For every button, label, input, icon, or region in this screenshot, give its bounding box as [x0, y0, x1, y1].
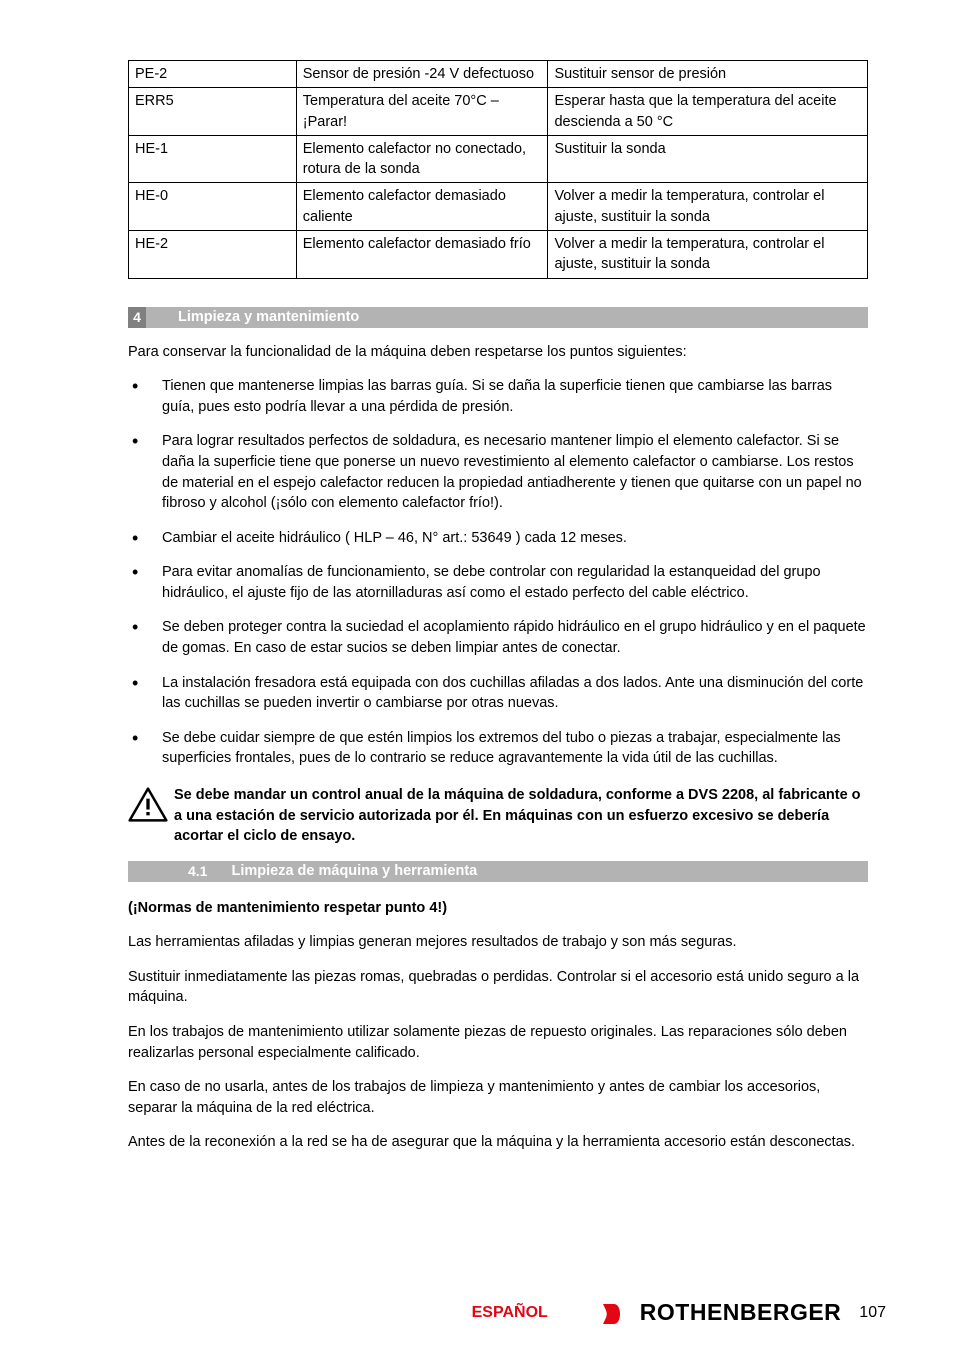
footer-language: ESPAÑOL [472, 1304, 548, 1322]
err-desc: Sensor de presión -24 V defectuoso [296, 61, 548, 88]
list-item: La instalación fresadora está equipada c… [128, 673, 868, 714]
section-title: Limpieza y mantenimiento [146, 309, 359, 325]
err-action: Volver a medir la temperatura, controlar… [548, 183, 868, 231]
warning-text: Se debe mandar un control anual de la má… [174, 785, 868, 847]
table-row: HE-0 Elemento calefactor demasiado calie… [129, 183, 868, 231]
warning-block: Se debe mandar un control anual de la má… [128, 785, 868, 847]
brand-logo [600, 1300, 626, 1326]
section-4-header: 4 Limpieza y mantenimiento [128, 307, 868, 328]
err-action: Sustituir la sonda [548, 135, 868, 183]
section-4-bullets: Tienen que mantenerse limpias las barras… [128, 376, 868, 769]
para-41: Antes de la reconexión a la red se ha de… [128, 1132, 868, 1153]
list-item: Se debe cuidar siempre de que estén limp… [128, 728, 868, 769]
table-row: ERR5 Temperatura del aceite 70°C – ¡Para… [129, 88, 868, 136]
err-desc: Elemento calefactor demasiado caliente [296, 183, 548, 231]
section-4-intro: Para conservar la funcionalidad de la má… [128, 342, 868, 363]
section-num: 4.1 [128, 863, 207, 879]
para-41: Sustituir inmediatamente las piezas roma… [128, 967, 868, 1008]
err-code: HE-2 [129, 231, 297, 279]
list-item: Tienen que mantenerse limpias las barras… [128, 376, 868, 417]
err-action: Volver a medir la temperatura, controlar… [548, 231, 868, 279]
section-4-1-header: 4.1 Limpieza de máquina y herramienta [128, 861, 868, 882]
list-item: Para lograr resultados perfectos de sold… [128, 431, 868, 513]
brand-name: ROTHENBERGER [640, 1299, 842, 1326]
error-table: PE-2 Sensor de presión -24 V defectuoso … [128, 60, 868, 279]
list-item: Cambiar el aceite hidráulico ( HLP – 46,… [128, 528, 868, 549]
para-41: En los trabajos de mantenimiento utiliza… [128, 1022, 868, 1063]
para-41: En caso de no usarla, antes de los traba… [128, 1077, 868, 1118]
list-item: Se deben proteger contra la suciedad el … [128, 617, 868, 658]
table-row: PE-2 Sensor de presión -24 V defectuoso … [129, 61, 868, 88]
err-desc: Temperatura del aceite 70°C – ¡Parar! [296, 88, 548, 136]
err-desc: Elemento calefactor demasiado frío [296, 231, 548, 279]
table-row: HE-1 Elemento calefactor no conectado, r… [129, 135, 868, 183]
err-code: HE-0 [129, 183, 297, 231]
err-code: PE-2 [129, 61, 297, 88]
section-num: 4 [128, 307, 146, 328]
list-item: Para evitar anomalías de funcionamiento,… [128, 562, 868, 603]
err-code: ERR5 [129, 88, 297, 136]
page-number: 107 [859, 1304, 886, 1322]
subhead-41: (¡Normas de mantenimiento respetar punto… [128, 898, 868, 919]
table-row: HE-2 Elemento calefactor demasiado frío … [129, 231, 868, 279]
page-footer: ESPAÑOL ROTHENBERGER 107 [0, 1299, 954, 1326]
err-action: Sustituir sensor de presión [548, 61, 868, 88]
section-title: Limpieza de máquina y herramienta [207, 863, 477, 879]
err-desc: Elemento calefactor no conectado, rotura… [296, 135, 548, 183]
para-41: Las herramientas afiladas y limpias gene… [128, 932, 868, 953]
err-action: Esperar hasta que la temperatura del ace… [548, 88, 868, 136]
err-code: HE-1 [129, 135, 297, 183]
warning-icon [128, 787, 172, 827]
